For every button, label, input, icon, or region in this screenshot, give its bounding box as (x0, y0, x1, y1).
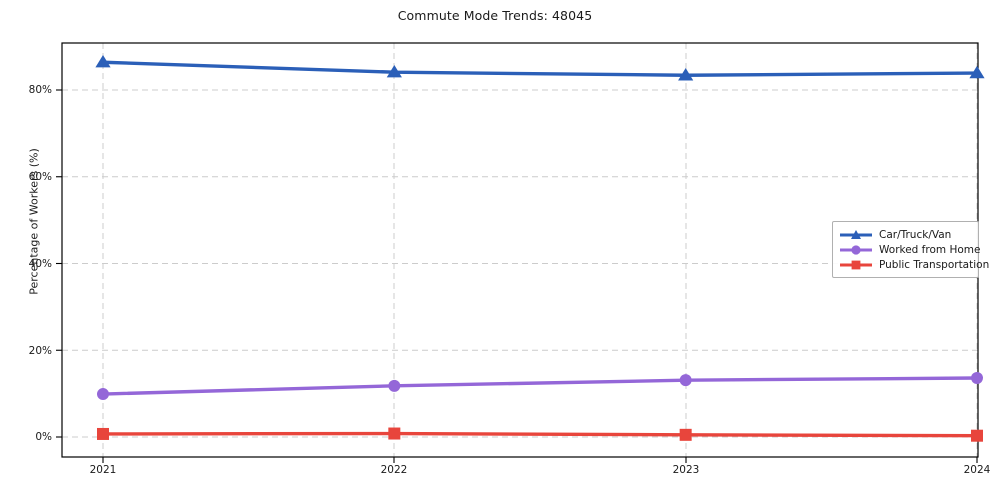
x-tick-label-2023: 2023 (672, 464, 700, 476)
series-2 (97, 372, 983, 401)
y-tick-label-80: 80% (28, 84, 52, 96)
legend-item-home[interactable]: Worked from Home (839, 242, 980, 257)
legend-label-home: Worked from Home (879, 243, 981, 256)
data-series-layer (95, 55, 985, 442)
series-line (101, 60, 979, 77)
legend-label-car: Car/Truck/Van (879, 228, 952, 241)
y-tick-marks (56, 89, 62, 438)
legend-swatch-car-line (840, 229, 872, 239)
x-tick-label-2024: 2024 (963, 464, 990, 476)
y-tick-label-0: 0% (35, 431, 52, 443)
y-tick-label-20: 20% (28, 345, 52, 357)
data-point (971, 429, 983, 442)
data-point (95, 55, 111, 68)
legend-item-transit[interactable]: Public Transportation (839, 257, 989, 272)
x-tick-marks (102, 457, 978, 463)
data-point (388, 379, 401, 392)
y-tick-label-40: 40% (28, 258, 52, 270)
data-point (386, 65, 402, 78)
legend-label-transit: Public Transportation (879, 258, 990, 271)
data-point (97, 388, 109, 401)
series-line (101, 431, 979, 438)
data-point (679, 428, 692, 441)
data-point (97, 427, 109, 440)
data-point (969, 65, 985, 79)
gridlines-horizontal (62, 89, 978, 438)
x-tick-label-2021: 2021 (89, 464, 117, 476)
series-line (101, 376, 979, 396)
data-point (678, 68, 694, 81)
chart-legend[interactable]: Car/Truck/Van Worked from Home Public Tr… (832, 221, 989, 278)
y-tick-label-60: 60% (28, 171, 52, 183)
series-1 (95, 55, 985, 81)
data-point (388, 427, 401, 440)
legend-swatch-home-line (840, 244, 872, 255)
series-3 (97, 427, 983, 442)
chart-title: Commute Mode Trends: 48045 (397, 8, 593, 23)
legend-swatch-transit-line (840, 260, 872, 269)
data-point (679, 374, 692, 387)
legend-item-car[interactable]: Car/Truck/Van (839, 227, 971, 242)
x-tick-label-2022: 2022 (380, 464, 408, 476)
data-point (971, 372, 983, 385)
